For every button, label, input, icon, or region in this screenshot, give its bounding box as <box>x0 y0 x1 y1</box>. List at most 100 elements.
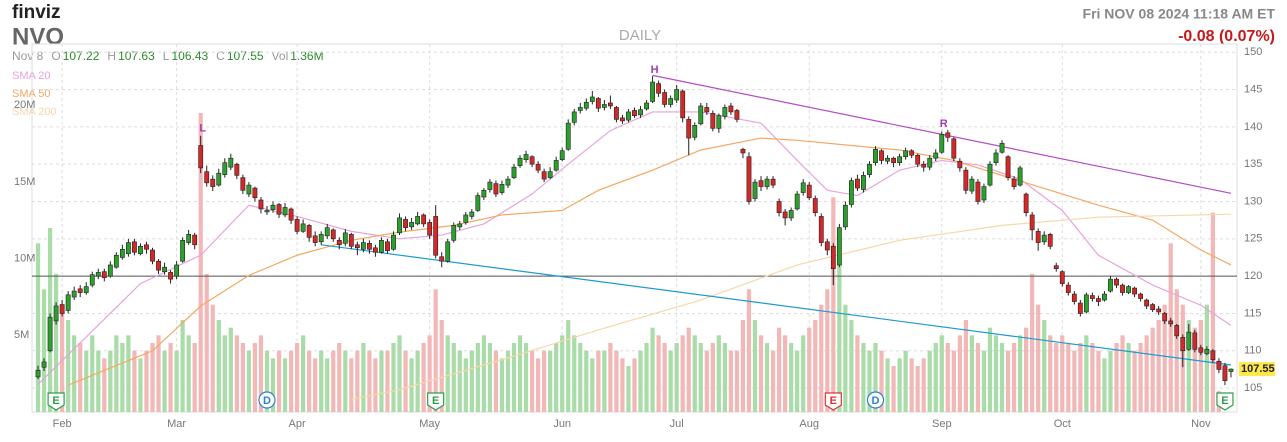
volume-bar <box>716 335 721 412</box>
candle-body <box>35 369 41 378</box>
candle-body <box>1222 365 1228 381</box>
candle-body <box>421 214 427 225</box>
candle-body <box>812 198 818 213</box>
volume-bar <box>801 335 806 412</box>
volume-bar <box>1204 304 1209 412</box>
candle-body <box>1192 332 1198 350</box>
volume-bar <box>1096 350 1101 412</box>
volume-bar <box>475 343 480 412</box>
candle-body <box>614 107 619 120</box>
volume-bar <box>903 350 908 412</box>
volume-bar <box>1120 335 1125 412</box>
sma-legend: SMA 200 <box>12 106 57 118</box>
volume-bar <box>963 320 968 412</box>
candle-body <box>1059 271 1065 284</box>
candle-body <box>373 247 378 253</box>
volume-bar <box>1210 212 1216 412</box>
candle-body <box>198 145 204 169</box>
volume-bar <box>349 358 354 412</box>
volume-bar <box>72 335 77 412</box>
candle-body <box>607 102 613 107</box>
volume-tick-label: 5M <box>14 329 29 341</box>
volume-bar <box>837 258 842 412</box>
candle-body <box>855 178 860 189</box>
volume-bar <box>776 327 782 412</box>
volume-bar <box>186 335 191 412</box>
volume-bar <box>246 350 252 412</box>
volume-bar <box>90 335 95 412</box>
candle-body <box>1065 284 1071 293</box>
volume-bar <box>1132 350 1137 412</box>
candle-body <box>662 92 668 105</box>
candle-body <box>210 178 216 187</box>
volume-bar <box>566 320 571 412</box>
ticker: NVO <box>12 23 64 50</box>
pattern-label: H <box>651 64 659 76</box>
quote-vol-label: Vol <box>272 49 289 63</box>
candle-body <box>589 96 595 102</box>
candle-body <box>861 175 866 190</box>
candle-body <box>523 154 529 160</box>
volume-bar <box>668 350 673 412</box>
volume-bar <box>331 350 336 412</box>
volume-bar <box>355 350 360 412</box>
volume-bar <box>764 343 770 412</box>
candle-body <box>999 142 1005 153</box>
volume-bar <box>746 289 752 412</box>
candle-body <box>144 244 149 250</box>
volume-bar <box>35 243 41 412</box>
candle-body <box>1108 278 1113 292</box>
volume-bar <box>1156 320 1161 412</box>
candle-body <box>873 148 878 163</box>
volume-bar <box>885 358 890 412</box>
candle-body <box>1114 278 1119 286</box>
candle-body <box>288 208 294 221</box>
volume-bar <box>825 289 830 412</box>
candle-body <box>451 225 457 241</box>
volume-bar <box>993 335 999 412</box>
candle-body <box>1228 368 1234 372</box>
volume-bar <box>1126 343 1131 412</box>
volume-bar <box>367 350 372 412</box>
candle-body <box>65 294 71 311</box>
candle-body <box>415 216 421 225</box>
candle-body <box>1029 214 1035 231</box>
logo[interactable]: finviz <box>12 2 61 23</box>
volume-bar <box>210 304 215 412</box>
x-tick-label: Jul <box>670 418 684 430</box>
volume-bar <box>861 343 866 412</box>
candle-body <box>246 184 252 195</box>
volume-bar <box>132 350 137 412</box>
volume-bar <box>590 358 595 412</box>
y-tick-label: 130 <box>1244 195 1262 207</box>
candle-body <box>113 254 119 268</box>
volume-bar <box>53 274 59 412</box>
candle-body <box>192 234 198 246</box>
candle-body <box>186 234 192 243</box>
volume-bar <box>379 350 384 412</box>
volume-bar <box>84 350 89 412</box>
candle-body <box>620 117 625 122</box>
volume-bar <box>710 343 715 412</box>
candle-body <box>475 195 481 211</box>
candle-body <box>469 211 475 217</box>
candle-body <box>107 264 113 277</box>
volume-bar <box>1162 304 1167 412</box>
candle-body <box>234 163 240 176</box>
y-tick-label: 115 <box>1244 307 1262 319</box>
volume-bar <box>1138 343 1143 412</box>
volume-bar <box>879 350 884 412</box>
candle-body <box>571 111 577 123</box>
volume-bar <box>457 350 462 412</box>
candle-body <box>945 132 951 138</box>
quote-close: 107.55 <box>227 49 264 63</box>
y-tick-label: 150 <box>1244 46 1262 58</box>
volume-bar <box>770 350 776 412</box>
candle-body <box>692 125 698 138</box>
candle-body <box>95 272 101 277</box>
candle-body <box>836 227 842 266</box>
volume-bar <box>1011 343 1017 412</box>
candle-body <box>1077 302 1083 314</box>
candle-body <box>1023 193 1029 213</box>
volume-bar <box>813 320 818 412</box>
